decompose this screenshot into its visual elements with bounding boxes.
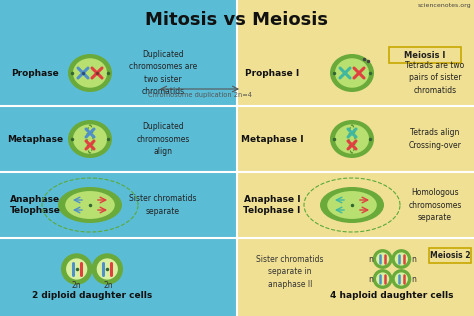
Text: n: n bbox=[411, 254, 416, 264]
Bar bbox=[0, 0, 237, 316]
Ellipse shape bbox=[376, 252, 389, 266]
Ellipse shape bbox=[68, 54, 112, 92]
Text: Prophase: Prophase bbox=[11, 69, 59, 77]
Ellipse shape bbox=[373, 249, 392, 269]
Text: Tetrads align
Crossing-over: Tetrads align Crossing-over bbox=[409, 128, 461, 150]
Text: 2n: 2n bbox=[103, 281, 113, 289]
Text: 4 haploid daughter cells: 4 haploid daughter cells bbox=[330, 291, 454, 301]
Ellipse shape bbox=[68, 120, 112, 158]
Text: Metaphase I: Metaphase I bbox=[241, 135, 303, 143]
Text: Metaphase: Metaphase bbox=[7, 135, 63, 143]
Ellipse shape bbox=[320, 187, 384, 223]
Ellipse shape bbox=[91, 253, 123, 285]
Ellipse shape bbox=[66, 258, 87, 280]
Text: Duplicated
chromosomes
align: Duplicated chromosomes align bbox=[137, 122, 190, 156]
Ellipse shape bbox=[376, 272, 389, 286]
Ellipse shape bbox=[73, 124, 107, 154]
Ellipse shape bbox=[327, 191, 377, 219]
Text: Mitosis vs Meiosis: Mitosis vs Meiosis bbox=[146, 11, 328, 29]
Ellipse shape bbox=[395, 272, 408, 286]
Ellipse shape bbox=[330, 120, 374, 158]
Text: n: n bbox=[411, 275, 416, 283]
Text: Sister chromatids
separate in
anaphase II: Sister chromatids separate in anaphase I… bbox=[256, 255, 324, 289]
Text: Meiosis 2: Meiosis 2 bbox=[430, 251, 470, 259]
Text: n: n bbox=[368, 254, 373, 264]
Ellipse shape bbox=[330, 54, 374, 92]
Bar bbox=[0, 0, 474, 40]
Ellipse shape bbox=[335, 58, 369, 88]
Ellipse shape bbox=[97, 258, 118, 280]
Text: Anaphase I
Telophase I: Anaphase I Telophase I bbox=[243, 195, 301, 216]
FancyBboxPatch shape bbox=[389, 47, 461, 63]
Text: n: n bbox=[368, 275, 373, 283]
Ellipse shape bbox=[65, 191, 115, 219]
Ellipse shape bbox=[373, 269, 392, 289]
Ellipse shape bbox=[392, 269, 411, 289]
Text: Prophase I: Prophase I bbox=[245, 69, 299, 77]
Ellipse shape bbox=[335, 124, 369, 154]
Text: Homologous
chromosomes
separate: Homologous chromosomes separate bbox=[408, 188, 462, 222]
Text: Chromosome duplication 2n=4: Chromosome duplication 2n=4 bbox=[148, 92, 252, 98]
Text: 2 diploid daughter cells: 2 diploid daughter cells bbox=[32, 291, 152, 301]
Text: Meiosis I: Meiosis I bbox=[404, 51, 446, 59]
Ellipse shape bbox=[73, 58, 107, 88]
Bar bbox=[237, 0, 474, 316]
Text: Duplicated
chromosomes are
two sister
chromatids: Duplicated chromosomes are two sister ch… bbox=[129, 50, 197, 96]
FancyBboxPatch shape bbox=[429, 248, 471, 263]
Ellipse shape bbox=[58, 187, 122, 223]
Ellipse shape bbox=[395, 252, 408, 266]
Text: Sister chromatids
separate: Sister chromatids separate bbox=[129, 194, 197, 216]
Text: 2n: 2n bbox=[71, 281, 81, 289]
Ellipse shape bbox=[61, 253, 92, 285]
Text: Tetrads are two
pairs of sister
chromatids: Tetrads are two pairs of sister chromati… bbox=[405, 61, 465, 95]
Ellipse shape bbox=[392, 249, 411, 269]
Bar bbox=[237, 0, 474, 40]
Text: Anaphase
Telophase: Anaphase Telophase bbox=[9, 195, 61, 216]
Text: sciencenotes.org: sciencenotes.org bbox=[418, 3, 471, 8]
